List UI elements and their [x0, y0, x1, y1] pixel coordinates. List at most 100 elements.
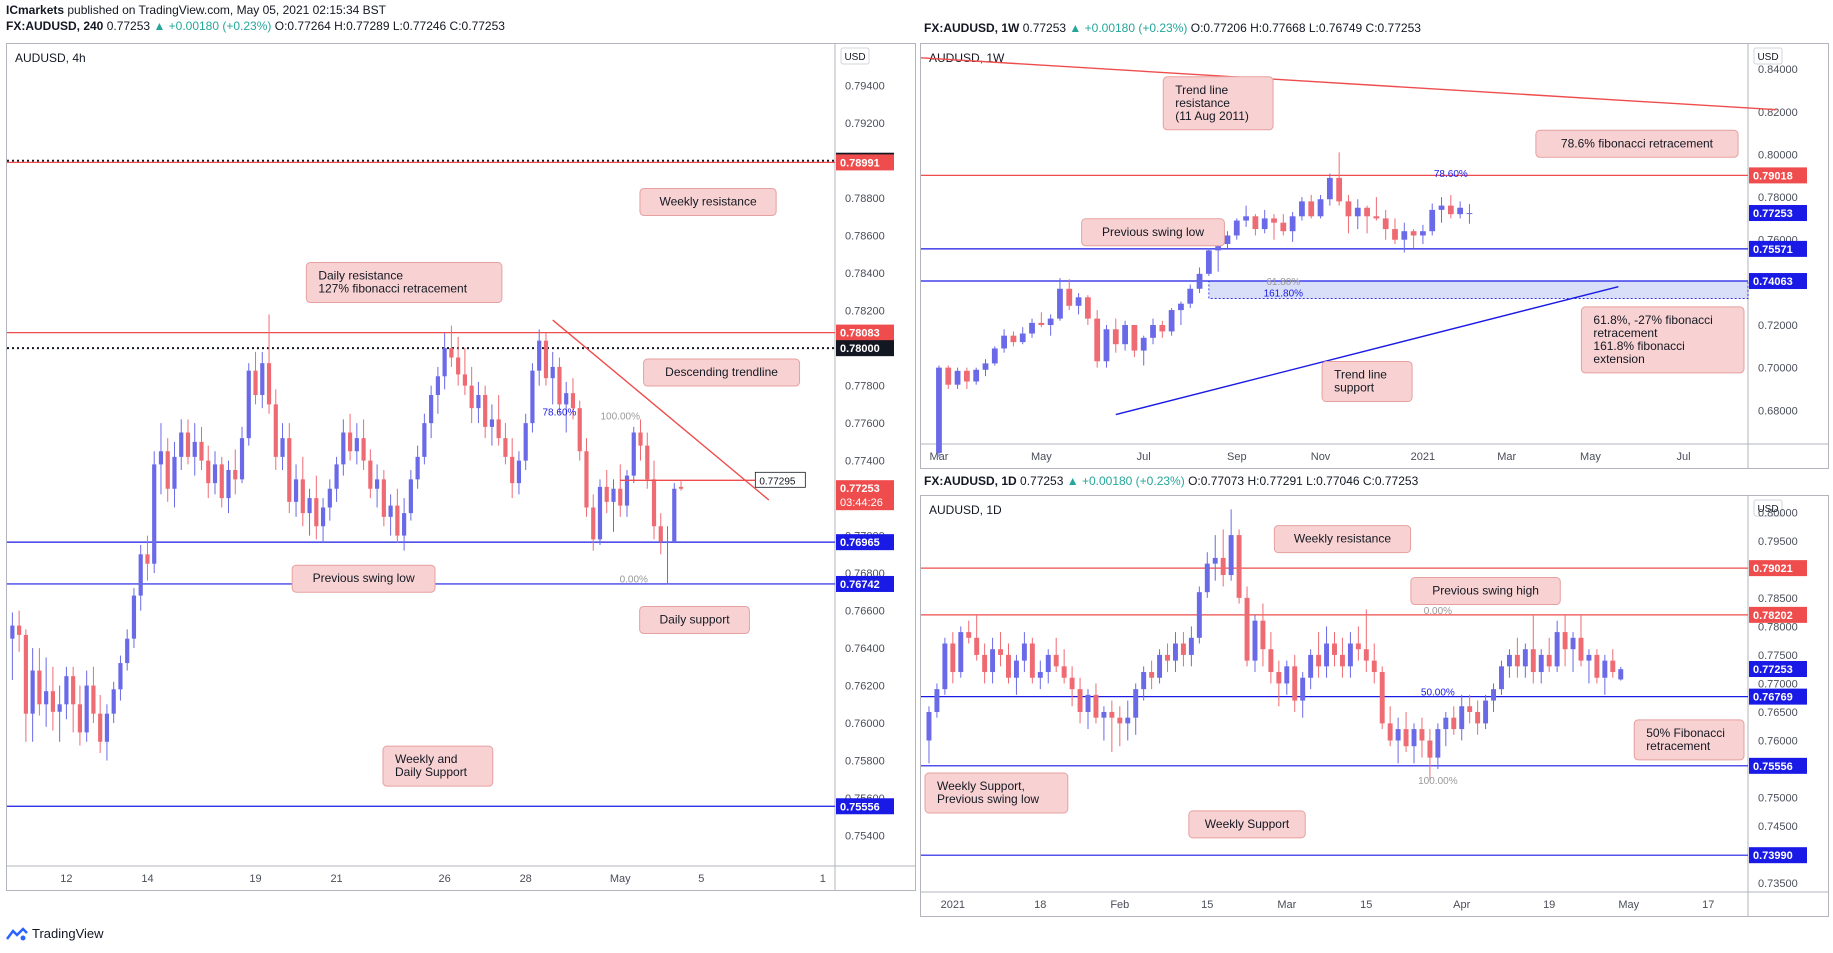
y-tick-label: 0.77000 [1758, 678, 1798, 690]
callout-text: Descending trendline [665, 365, 778, 379]
price-tag: 0.75556 [836, 798, 894, 815]
ohlc-values: O:0.77264 H:0.77289 L:0.77246 C:0.77253 [274, 19, 505, 33]
x-tick-label: 19 [1543, 899, 1555, 911]
x-tick-label: Mar [1277, 899, 1296, 911]
annotation-callout: Weekly resistance [639, 187, 777, 216]
y-tick-label: 0.76400 [845, 643, 885, 655]
candle-body [496, 419, 501, 439]
candle-body [246, 370, 251, 439]
callout-box [639, 187, 777, 216]
x-tick-label: 17 [1702, 899, 1714, 911]
callout-box [1273, 525, 1412, 554]
price-tag: 0.78000 [836, 340, 894, 357]
symbol-name: FX:AUDUSD, 1W [924, 21, 1020, 35]
candle-body [152, 464, 157, 564]
candle-body [293, 479, 299, 502]
ohlc-values: O:0.77206 H:0.77668 L:0.76749 C:0.77253 [1190, 21, 1421, 35]
chart-4h[interactable]: AUDUSD, 4hUSD0.754000.756000.758000.7600… [7, 44, 915, 890]
currency-label: USD [844, 52, 865, 63]
candle-body [408, 479, 413, 514]
candle-body [1336, 177, 1343, 202]
candle-body [44, 691, 49, 705]
candle-body [1233, 220, 1240, 236]
candle-body [1554, 632, 1560, 667]
candle-body [1499, 666, 1504, 690]
price-tag-box [1749, 240, 1807, 257]
candle-body [658, 526, 663, 542]
candle-body [510, 456, 515, 484]
candle-body [1084, 297, 1091, 319]
candle-body [111, 689, 116, 714]
candle-body [476, 395, 481, 409]
candle-body [1271, 218, 1277, 223]
candle-body [1578, 637, 1584, 661]
chart-panel-1w[interactable]: AUDUSD, 1WUSD0.680000.700000.720000.7400… [920, 43, 1829, 469]
candle-body [1562, 632, 1568, 650]
candle-body [1506, 654, 1512, 667]
candle-body [17, 625, 22, 635]
candle-body [1215, 244, 1222, 251]
price-tag: 0.78991 [836, 154, 894, 171]
fib-level-label: 78.60% [1434, 169, 1468, 180]
publish-header: ICmarkets published on TradingView.com, … [6, 2, 386, 18]
candle-body [239, 438, 245, 480]
candle-body [1112, 329, 1119, 345]
countdown-label: 03:44:26 [840, 497, 883, 509]
candle-body [395, 505, 400, 536]
candle-body [1594, 654, 1600, 678]
candle-body [1435, 729, 1441, 758]
callout-text: retracement [1593, 326, 1658, 340]
candle-body [307, 498, 312, 514]
candle-body [489, 419, 495, 427]
last-price: 0.77253 [1022, 21, 1067, 35]
chart-panel-4h[interactable]: AUDUSD, 4hUSD0.754000.756000.758000.7600… [6, 43, 916, 891]
candle-body [998, 649, 1004, 655]
candle-body [1268, 649, 1274, 673]
annotation-callout: 78.6% fibonacci retracement [1535, 129, 1739, 158]
candle-body [138, 554, 143, 596]
callout-text: Weekly resistance [659, 194, 756, 208]
price-tag: 0.78202 [1749, 606, 1807, 623]
annotation-callout: Weekly Support,Previous swing low [924, 772, 1069, 814]
chart-1d[interactable]: AUDUSD, 1DUSD0.735000.740000.745000.7500… [921, 496, 1828, 916]
fib-level-label: 61.80% [1266, 277, 1300, 288]
callout-text: Weekly and [395, 752, 457, 766]
candle-body [1586, 654, 1592, 661]
x-tick-label: 18 [1034, 899, 1046, 911]
chart-1w[interactable]: AUDUSD, 1WUSD0.680000.700000.720000.7400… [921, 44, 1828, 468]
publish-info: published on TradingView.com, May 05, 20… [64, 3, 387, 17]
callout-text: 50% Fibonacci [1646, 726, 1725, 740]
price-tag: 0.79018 [1749, 167, 1807, 184]
candle-body [71, 676, 76, 705]
candle-body [462, 374, 467, 386]
candle-body [1451, 717, 1457, 730]
candle-body [354, 438, 359, 452]
price-tag-box [1749, 273, 1807, 290]
candle-body [1308, 654, 1314, 678]
candle-body [1420, 231, 1426, 236]
candle-body [1061, 666, 1067, 678]
y-tick-label: 0.75400 [845, 831, 885, 843]
candle-body [1013, 660, 1019, 678]
callout-text: Previous swing low [937, 792, 1039, 806]
price-tag-label: 0.77253 [1753, 208, 1793, 220]
price-tag-label: 0.77253 [840, 483, 880, 495]
price-tag-box [836, 575, 894, 592]
candle-body [1077, 689, 1083, 712]
candle-body [57, 704, 62, 712]
y-tick-label: 0.72000 [1758, 320, 1798, 332]
candle-body [1085, 694, 1091, 712]
candle-body [591, 507, 596, 540]
candle-body [1403, 729, 1409, 747]
last-price: 0.77253 [1020, 474, 1064, 488]
candle-body [963, 370, 970, 382]
candle-body [1029, 322, 1035, 334]
price-tag-box [1749, 661, 1807, 678]
chart-panel-1d[interactable]: AUDUSD, 1DUSD0.735000.740000.745000.7500… [920, 495, 1829, 917]
currency-label: USD [1757, 504, 1778, 515]
x-tick-label: Feb [1110, 899, 1129, 911]
x-tick-label: 2021 [1411, 451, 1435, 463]
price-tag-box [836, 798, 894, 815]
candle-body [1373, 216, 1380, 219]
